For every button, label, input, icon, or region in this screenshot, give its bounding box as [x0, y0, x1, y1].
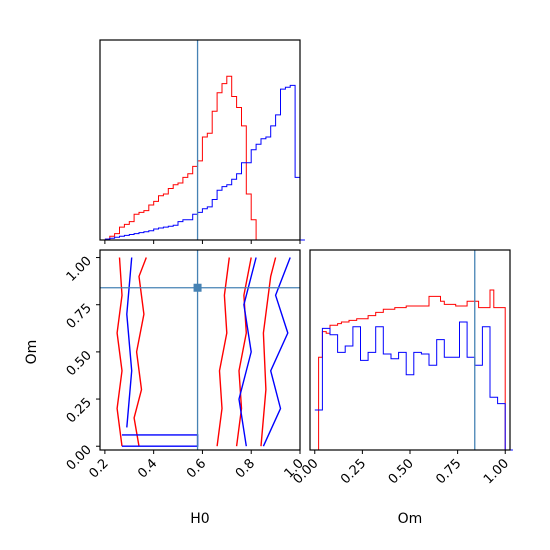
joint-x-tick-label-2: 0.6 — [184, 456, 209, 481]
contour-series-1-line-3 — [262, 257, 291, 447]
joint-y-axis-label: Om — [24, 340, 40, 365]
joint-y-tick-label-2: 0.50 — [64, 348, 95, 379]
om-histogram-series-1 — [314, 321, 513, 451]
om-histogram-panel: 0.00 0.25 0.50 0.75 1.00 — [291, 249, 513, 487]
om-x-tick-label-3: 0.75 — [433, 456, 464, 487]
joint-panel-frame — [99, 249, 301, 451]
joint-truth-marker — [193, 283, 202, 292]
om-x-tick-label-2: 0.50 — [386, 456, 417, 487]
om-vs-h0-contour-panel: 0.2 0.4 0.6 0.8 1.00.000.250.500.751.00 — [64, 249, 307, 481]
joint-x-axis-label: H0 — [190, 511, 209, 527]
joint-y-tick-label-3: 0.75 — [64, 301, 95, 332]
contour-series-0-line-4 — [260, 257, 277, 447]
om-histogram-series-0 — [314, 289, 509, 451]
joint-x-tick-label-3: 0.8 — [233, 456, 258, 481]
contour-series-0-line-3 — [235, 257, 252, 447]
contour-series-0-line-1 — [133, 257, 147, 447]
om-x-tick-label-4: 1.00 — [481, 456, 512, 487]
joint-y-tick-label-1: 0.25 — [64, 395, 95, 426]
joint-y-tick-label-4: 1.00 — [64, 254, 95, 285]
h0-histogram-series-1 — [104, 84, 305, 241]
h0-panel-frame — [99, 39, 301, 241]
om-x-tick-label-1: 0.25 — [338, 456, 369, 487]
contour-series-0-line-0 — [116, 257, 123, 447]
om-panel-frame — [309, 249, 511, 451]
contour-series-1-line-1 — [126, 257, 133, 428]
joint-x-tick-label-0: 0.2 — [86, 456, 111, 481]
contour-series-1-line-0 — [122, 434, 199, 447]
contour-series-0-line-2 — [216, 257, 230, 447]
contour-series-1-line-2 — [238, 257, 257, 447]
h0-histogram-panel — [99, 39, 305, 244]
om-x-axis-label: Om — [398, 511, 423, 527]
joint-x-tick-label-1: 0.4 — [135, 456, 160, 481]
h0-histogram-series-0 — [104, 75, 261, 241]
